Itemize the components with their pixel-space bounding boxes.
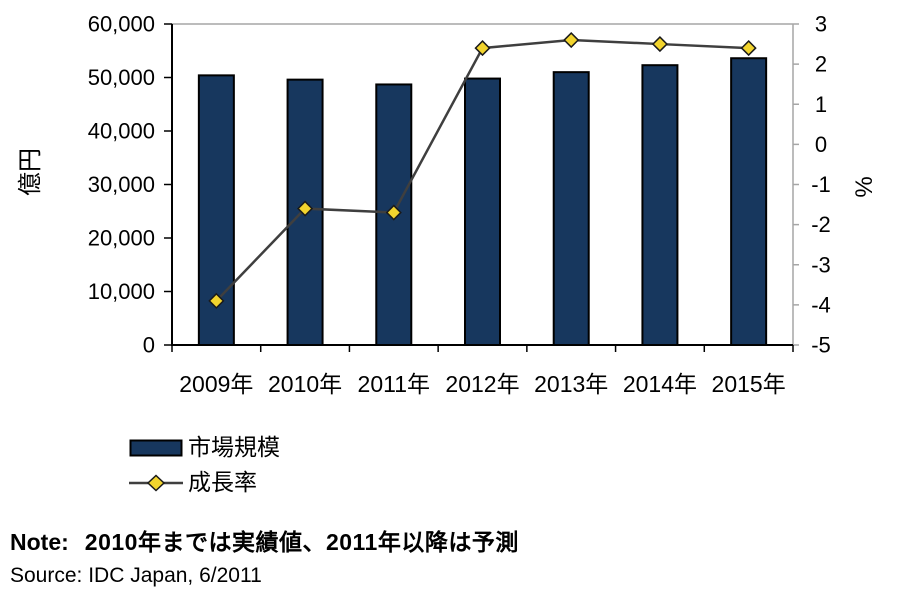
note-text: 2010年までは実績値、2011年以降は予測 <box>84 529 519 555</box>
right-axis-tick-label: -5 <box>811 333 831 358</box>
left-axis-title: 億円 <box>17 148 44 196</box>
bar-2015年 <box>730 57 768 347</box>
right-axis-tick-label: 3 <box>815 12 827 37</box>
left-axis-tick-label: 30,000 <box>88 172 155 197</box>
legend-item-market-size: 市場規模 <box>129 433 280 462</box>
bar-2012年 <box>464 77 501 346</box>
right-axis-tick-label: -4 <box>811 292 831 317</box>
growth-marker-2010年 <box>297 200 314 217</box>
x-axis-label-2015年: 2015年 <box>712 371 786 397</box>
right-axis-title: % <box>851 176 878 197</box>
legend-label-market-size: 市場規模 <box>188 434 280 460</box>
left-axis-tick-label: 10,000 <box>88 279 155 304</box>
legend-label-growth-rate: 成長率 <box>188 469 257 495</box>
growth-marker-2011年 <box>385 204 402 221</box>
left-axis-tick-label: 40,000 <box>88 119 155 144</box>
growth-marker-2012年 <box>474 40 491 57</box>
growth-marker-2014年 <box>651 36 668 53</box>
x-axis-label-2013年: 2013年 <box>534 371 608 397</box>
right-axis-tick-label: -1 <box>811 172 831 197</box>
bar-2013年 <box>552 71 590 347</box>
chart-canvas: 0 10,000 20,000 30,000 40,000 50,000 60,000 -5 -… <box>17 12 878 398</box>
left-axis-tick-label: 60,000 <box>88 12 155 37</box>
right-axis-tick-label: 1 <box>815 92 827 117</box>
legend-line-marker-icon <box>129 473 183 492</box>
left-axis-tick-label: 50,000 <box>88 65 155 90</box>
right-axis-tick-label: 0 <box>815 132 827 157</box>
x-axis-label-2012年: 2012年 <box>445 371 519 397</box>
x-axis-label-2011年: 2011年 <box>358 371 430 397</box>
right-axis-tick-label: 2 <box>815 52 827 77</box>
x-axis-label-2009年: 2009年 <box>179 371 253 397</box>
right-axis-tick-label: -3 <box>811 252 831 277</box>
note-line: Note: 2010年までは実績値、2011年以降は予測 <box>10 523 519 557</box>
legend-bar-swatch <box>129 439 183 456</box>
x-axis-label-2014年: 2014年 <box>623 371 697 397</box>
legend-bar-swatch-icon <box>129 439 183 456</box>
right-axis-tick-label: -2 <box>811 212 831 237</box>
legend: 市場規模 成長率 <box>129 433 280 503</box>
legend-item-growth-rate: 成長率 <box>129 468 280 497</box>
bar-2014年 <box>641 64 679 346</box>
source-line: Source: IDC Japan, 6/2011 <box>10 564 262 587</box>
left-axis-tick-label: 20,000 <box>88 226 155 251</box>
x-axis-label-2010年: 2010年 <box>268 371 342 397</box>
left-axis-tick-label: 0 <box>143 333 155 358</box>
growth-marker-2009年 <box>208 292 225 309</box>
note-label: Note: <box>10 529 69 555</box>
growth-marker-2013年 <box>563 31 580 49</box>
growth-marker-2015年 <box>740 40 757 57</box>
legend-diamond-marker <box>146 473 166 492</box>
